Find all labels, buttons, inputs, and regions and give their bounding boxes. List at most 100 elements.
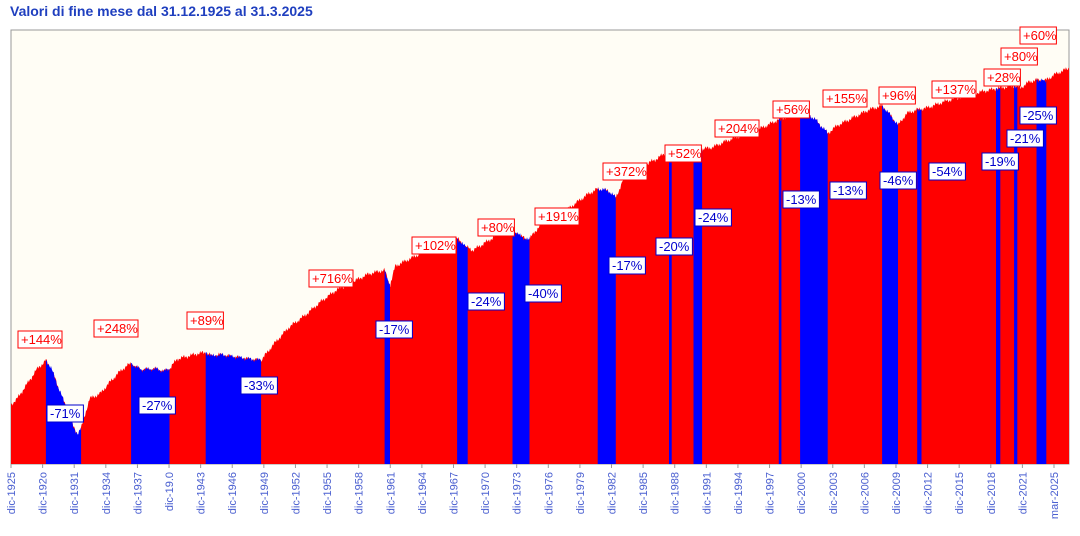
x-tick: dic-1946 <box>227 464 239 514</box>
bull-label-text: +716% <box>312 271 353 286</box>
x-tick-label: dic-1958 <box>354 472 366 514</box>
x-tick: dic-2009 <box>891 464 903 514</box>
x-tick-label: dic-1946 <box>227 472 239 514</box>
bear-label-box <box>138 396 176 415</box>
x-tick: dic-1967 <box>448 464 460 514</box>
bull-label: +144% <box>17 330 63 349</box>
bear-area <box>1014 85 1018 464</box>
x-tick-label: dic-1982 <box>607 472 619 514</box>
bear-label: -40% <box>524 284 562 303</box>
bull-label-text: +372% <box>606 164 647 179</box>
x-tick: dic-1970 <box>480 464 492 514</box>
bear-label-box <box>1019 106 1057 125</box>
bull-label-text: +80% <box>1004 49 1038 64</box>
x-tick: dic-192o <box>38 464 50 514</box>
x-tick-label: dic-2009 <box>891 472 903 514</box>
bull-label-text: +102% <box>415 238 456 253</box>
bear-label: -24% <box>467 292 505 311</box>
bear-label-text: -46% <box>883 173 914 188</box>
bull-label-text: +80% <box>481 220 515 235</box>
bear-label-text: -40% <box>528 286 559 301</box>
bear-area <box>597 187 616 464</box>
bull-label-box <box>931 80 977 99</box>
bear-label: -20% <box>655 237 693 256</box>
bear-label-text: -54% <box>932 164 963 179</box>
bull-label-box <box>308 269 354 288</box>
bull-label-text: +96% <box>882 88 916 103</box>
x-tick: dic-1979 <box>575 464 587 514</box>
bear-area <box>996 87 1001 465</box>
x-tick-label: dic-1988 <box>670 472 682 514</box>
bear-area <box>669 149 672 464</box>
bull-label-box <box>17 330 63 349</box>
bear-label-text: -25% <box>1023 108 1054 123</box>
bull-label-text: +56% <box>776 102 810 117</box>
bear-area <box>205 352 262 464</box>
x-tick-label: dic-1973 <box>512 472 524 514</box>
bull-label-text: +60% <box>1023 28 1057 43</box>
bull-label-text: +248% <box>97 321 138 336</box>
bear-label: -19% <box>981 152 1019 171</box>
bull-label: +137% <box>931 80 977 99</box>
bull-label-box <box>878 86 916 105</box>
bull-label-box <box>1019 26 1057 45</box>
bull-label-box <box>822 89 868 108</box>
bull-label: +60% <box>1019 26 1057 45</box>
bear-label-text: -71% <box>50 406 81 421</box>
bear-label-box <box>829 181 867 200</box>
x-tick-label: dic-19.0 <box>164 472 176 511</box>
bear-label: -33% <box>240 376 278 395</box>
bear-label-box <box>1006 129 1044 148</box>
x-tick-label: dic-1925 <box>6 472 18 514</box>
bull-label: +80% <box>477 218 515 237</box>
x-tick: dic-1964 <box>417 464 429 514</box>
x-tick: dic-1997 <box>765 464 777 514</box>
x-tick-label: dic-1985 <box>638 472 650 514</box>
bull-label: +372% <box>602 162 648 181</box>
x-tick-label: dic-1964 <box>417 472 429 514</box>
x-tick-label: dic-1952 <box>290 472 302 514</box>
bear-label-text: -33% <box>244 378 275 393</box>
bull-label-text: +204% <box>718 121 759 136</box>
bull-label-text: +137% <box>935 82 976 97</box>
chart-title: Valori di fine mese dal 31.12.1925 al 31… <box>10 3 313 19</box>
bull-label: +102% <box>411 236 457 255</box>
x-tick: dic-1937 <box>132 464 144 514</box>
x-tick: dic-2021 <box>1017 464 1029 514</box>
bear-label: -25% <box>1019 106 1057 125</box>
bear-label-text: -13% <box>833 183 864 198</box>
x-tick: dic-1943 <box>196 464 208 514</box>
x-tick: dic-2015 <box>954 464 966 514</box>
bear-label-box <box>694 208 732 227</box>
x-tick: dic-2000 <box>796 464 808 514</box>
bear-label-box <box>240 376 278 395</box>
x-tick: dic-19.0 <box>164 464 176 511</box>
x-tick: dic-2012 <box>923 464 935 514</box>
bear-label-text: -17% <box>379 322 410 337</box>
bear-label: -24% <box>694 208 732 227</box>
bear-area <box>384 270 390 464</box>
bull-label-box <box>1000 47 1038 66</box>
bear-area <box>1044 79 1047 465</box>
x-tick-label: dic-1997 <box>765 472 777 514</box>
x-tick-label: dic-1961 <box>385 472 397 514</box>
bull-label-text: +89% <box>190 313 224 328</box>
x-tick-label: dic-1994 <box>733 472 745 514</box>
bear-label: -46% <box>879 171 917 190</box>
bear-area <box>882 105 898 464</box>
x-tick-label: dic-2015 <box>954 472 966 514</box>
bull-label-text: +191% <box>538 209 579 224</box>
bear-label-box <box>782 190 820 209</box>
bear-area <box>512 230 530 464</box>
x-tick-label: dic-1937 <box>132 472 144 514</box>
bear-label-box <box>467 292 505 311</box>
x-tick-label: dic-2021 <box>1017 472 1029 514</box>
bear-label-text: -27% <box>142 398 173 413</box>
x-tick: dic-1949 <box>259 464 271 514</box>
bear-label: -17% <box>375 320 413 339</box>
x-tick-label: dic-2012 <box>923 472 935 514</box>
x-tick: dic-1994 <box>733 464 745 514</box>
bull-label-box <box>983 68 1021 87</box>
bull-label-text: +52% <box>668 146 702 161</box>
